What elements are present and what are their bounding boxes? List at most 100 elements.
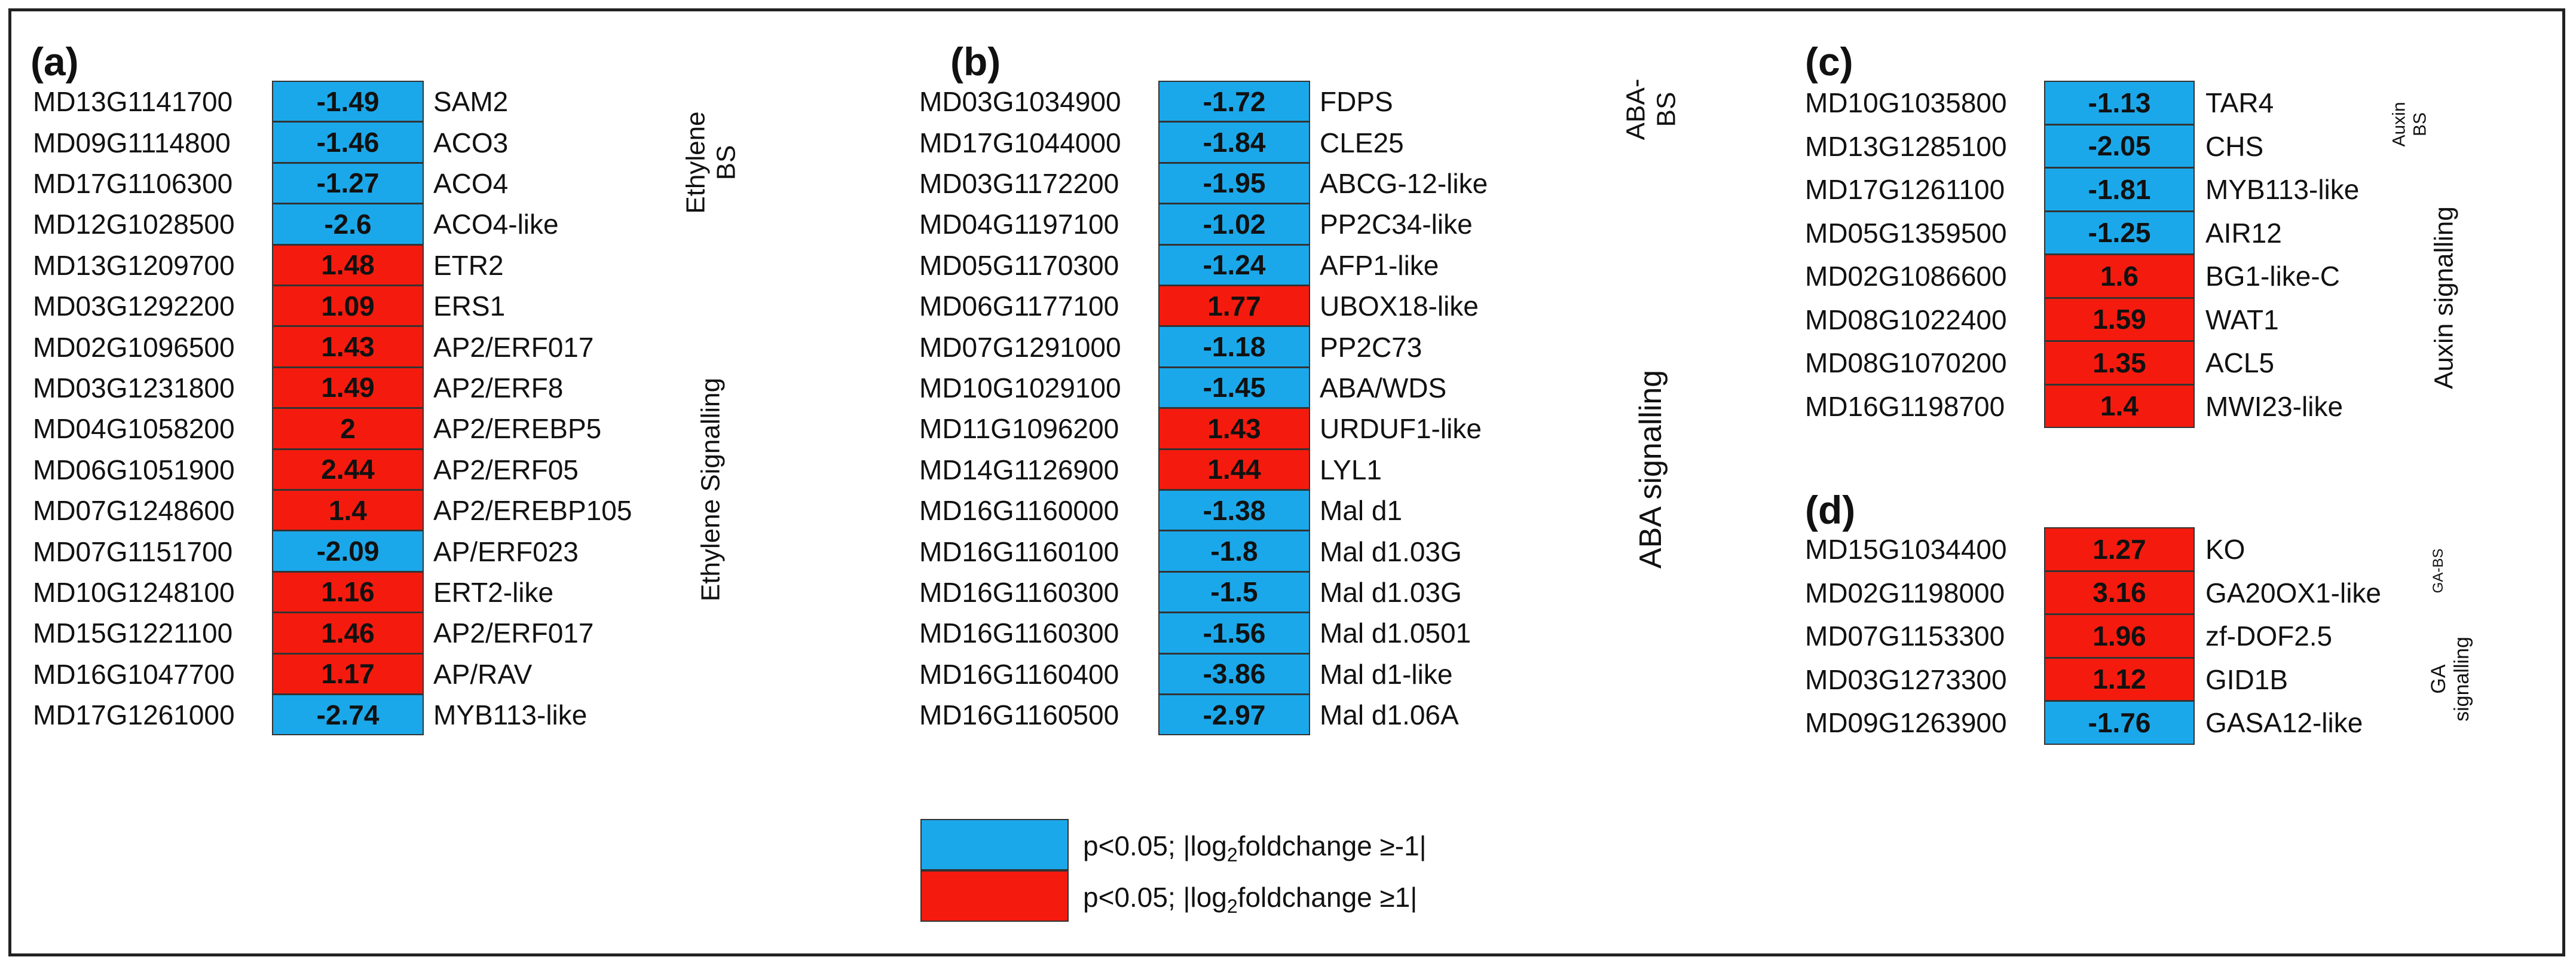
heatmap-cell: -1.56 — [1158, 612, 1310, 654]
gene-name-label: Mal d1-like — [1320, 658, 1453, 690]
gene-id-label: MD15G1221100 — [33, 617, 233, 649]
gene-id-label: MD13G1141700 — [33, 86, 233, 118]
heatmap-cell: 1.17 — [272, 653, 424, 695]
group-label-line: BS — [711, 145, 741, 181]
legend-label-positive: p<0.05; |log2foldchange ≥1| — [1083, 881, 1417, 918]
heatmap-cell: -2.97 — [1158, 694, 1310, 736]
gene-name-label: Mal d1.06A — [1320, 699, 1459, 731]
gene-id-label: MD16G1047700 — [33, 658, 235, 690]
heatmap-cell: -1.25 — [2044, 210, 2195, 255]
gene-name-label: Mal d1.03G — [1320, 576, 1462, 608]
gene-name-label: TAR4 — [2205, 87, 2274, 119]
heatmap-cell: 1.46 — [272, 612, 424, 654]
gene-name-label: URDUF1-like — [1320, 413, 1482, 445]
gene-id-label: MD02G1198000 — [1805, 577, 2005, 609]
gene-name-label: GASA12-like — [2205, 707, 2363, 739]
heatmap-cell: -1.8 — [1158, 530, 1310, 572]
heatmap-cell: 1.43 — [272, 326, 424, 368]
gene-id-label: MD17G1261100 — [1805, 174, 2005, 206]
legend-label-positive-sub: 2 — [1226, 895, 1238, 918]
heatmap-cell: 1.09 — [272, 285, 424, 327]
legend-label-positive-text: p<0.05; |log — [1083, 882, 1227, 913]
gene-id-label: MD03G1034900 — [919, 86, 1121, 118]
gene-id-label: MD10G1035800 — [1805, 87, 2007, 119]
heatmap-cell: 1.59 — [2044, 297, 2195, 341]
gene-id-label: MD10G1029100 — [919, 372, 1121, 403]
gene-name-label: AP/RAV — [433, 658, 533, 690]
heatmap-cell: 1.35 — [2044, 341, 2195, 385]
group-label-line: Auxin signalling — [2429, 206, 2459, 389]
heatmap-cell: 2 — [272, 408, 424, 450]
heatmap-cell: -1.46 — [272, 121, 424, 163]
group-label-line: Ethylene — [681, 111, 711, 214]
gene-name-label: AP/ERF023 — [433, 536, 579, 567]
gene-name-label: PP2C73 — [1320, 331, 1422, 363]
gene-id-label: MD16G1160500 — [919, 699, 1119, 731]
gene-name-label: ABA/WDS — [1320, 372, 1447, 403]
heatmap-cell: -2.09 — [272, 530, 424, 572]
heatmap-cell: -2.6 — [272, 203, 424, 245]
heatmap-cell: -1.72 — [1158, 81, 1310, 123]
group-label-line: Ethylene Signalling — [696, 377, 726, 602]
gene-name-label: ETR2 — [433, 249, 504, 281]
heatmap-cell: 1.16 — [272, 571, 424, 613]
gene-id-label: MD15G1034400 — [1805, 534, 2007, 565]
gene-id-label: MD04G1197100 — [919, 209, 1119, 240]
group-label-line: ABA signalling — [1633, 369, 1669, 569]
heatmap-cell: 1.12 — [2044, 657, 2195, 701]
gene-name-label: AFP1-like — [1320, 249, 1439, 281]
gene-id-label: MD05G1359500 — [1805, 217, 2007, 249]
gene-id-label: MD17G1106300 — [33, 167, 233, 199]
gene-name-label: MYB113-like — [2205, 174, 2360, 206]
gene-name-label: Mal d1.03G — [1320, 536, 1462, 567]
gene-name-label: ERS1 — [433, 291, 506, 322]
gene-name-label: ACO4-like — [433, 209, 559, 240]
heatmap-cell: -1.18 — [1158, 326, 1310, 368]
heatmap-cell: 1.48 — [272, 244, 424, 286]
heatmap-cell: -1.76 — [2044, 701, 2195, 745]
gene-id-label: MD16G1160400 — [919, 658, 1119, 690]
gene-name-label: AP2/ERF017 — [433, 331, 594, 363]
heatmap-cell: 2.44 — [272, 448, 424, 490]
heatmap-cell: 3.16 — [2044, 570, 2195, 615]
panel-c-label: (c) — [1805, 39, 1853, 84]
gene-name-label: Mal d1 — [1320, 495, 1403, 527]
gene-id-label: MD03G1231800 — [33, 372, 235, 403]
gene-id-label: MD07G1291000 — [919, 331, 1121, 363]
legend-label-negative-text: p<0.05; |log — [1083, 830, 1227, 861]
gene-id-label: MD02G1086600 — [1805, 261, 2007, 292]
gene-name-label: CLE25 — [1320, 127, 1404, 158]
heatmap-cell: 1.27 — [2044, 527, 2195, 571]
gene-id-label: MD16G1160300 — [919, 576, 1119, 608]
gene-name-label: AP2/ERF05 — [433, 454, 579, 485]
gene-name-label: AP2/EREBP105 — [433, 495, 632, 527]
group-label-c-0: Auxin BS — [2390, 102, 2431, 146]
gene-id-label: MD02G1096500 — [33, 331, 235, 363]
gene-id-label: MD17G1044000 — [919, 127, 1121, 158]
group-label-a-0: Ethylene BS — [681, 111, 741, 213]
heatmap-cell: -1.81 — [2044, 167, 2195, 212]
gene-name-label: ACL5 — [2205, 347, 2275, 379]
heatmap-cell: -1.45 — [1158, 366, 1310, 409]
gene-id-label: MD16G1160300 — [919, 617, 1119, 649]
gene-id-label: MD14G1126900 — [919, 454, 1119, 485]
group-label-b-0: ABA- BS — [1621, 78, 1681, 140]
legend-swatch-positive — [920, 870, 1069, 922]
legend-label-positive-tail: foldchange ≥1| — [1237, 882, 1418, 913]
heatmap-cell: -1.5 — [1158, 571, 1310, 613]
group-label-line: Auxin — [2389, 101, 2409, 147]
gene-name-label: CHS — [2205, 130, 2264, 162]
gene-name-label: PP2C34-like — [1320, 209, 1473, 240]
gene-id-label: MD17G1261000 — [33, 699, 235, 731]
gene-id-label: MD16G1160000 — [919, 495, 1119, 527]
gene-name-label: zf-DOF2.5 — [2205, 620, 2333, 652]
legend-label-negative: p<0.05; |log2foldchange ≥-1| — [1083, 830, 1427, 866]
group-label-d-0: GA-BS — [2430, 548, 2447, 593]
gene-id-label: MD06G1051900 — [33, 454, 235, 485]
group-label-a-1: Ethylene Signalling — [696, 378, 727, 601]
gene-name-label: MYB113-like — [433, 699, 588, 731]
gene-id-label: MD07G1151700 — [33, 536, 233, 567]
heatmap-cell: 1.44 — [1158, 448, 1310, 490]
legend-swatch-negative — [920, 819, 1069, 870]
gene-id-label: MD05G1170300 — [919, 249, 1119, 281]
